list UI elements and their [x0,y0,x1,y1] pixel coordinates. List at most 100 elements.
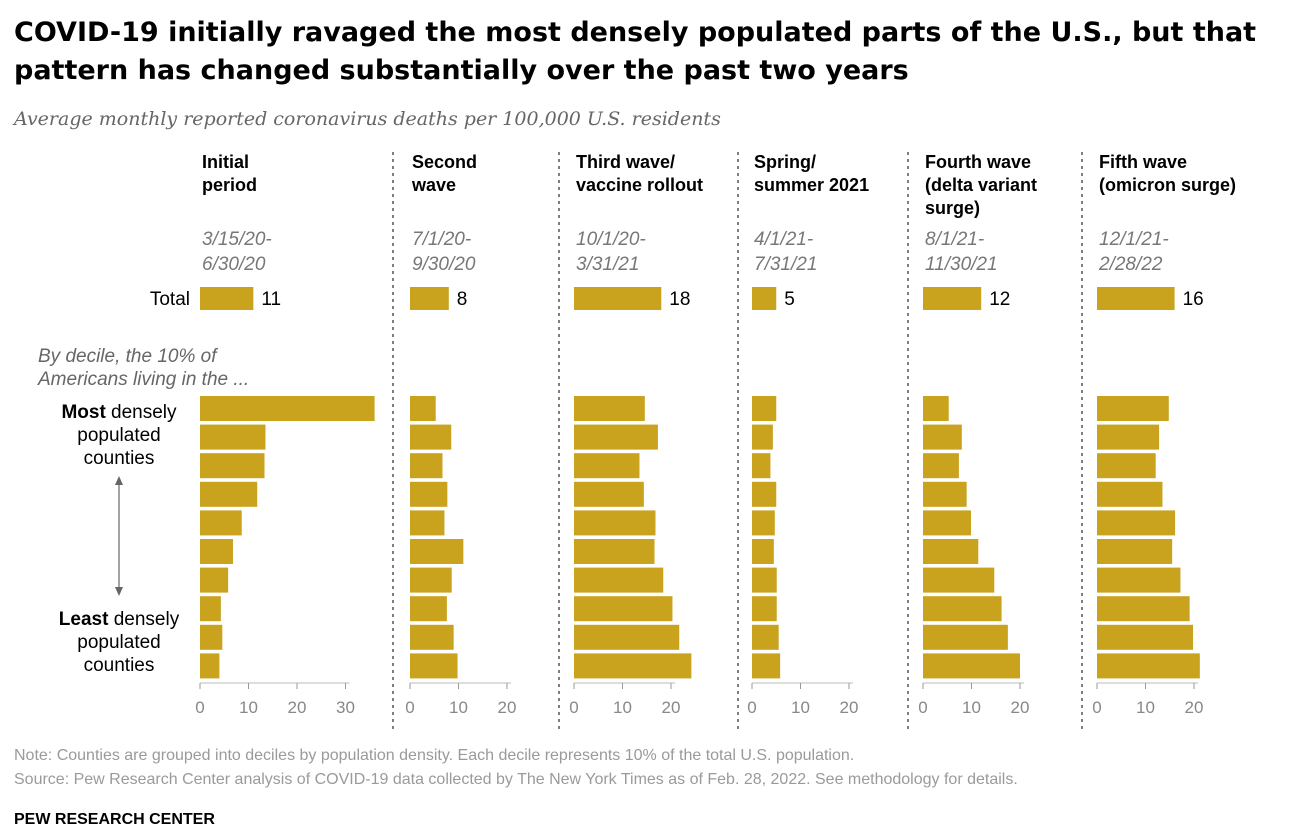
total-value-label: 11 [261,289,281,310]
decile-bar [752,481,777,507]
decile-bar [200,481,258,507]
decile-bar [200,453,265,479]
decile-bar [574,510,656,536]
panel-date-range: 8/1/21- [925,229,984,250]
x-tick-label: 10 [962,698,981,717]
panel-title-line: Fifth wave [1099,152,1187,172]
decile-bar [1097,567,1181,593]
chart-subtitle: Average monthly reported coronavirus dea… [14,108,721,130]
decile-bar [752,453,771,479]
x-tick-label: 0 [1092,698,1101,717]
decile-bar [410,539,464,564]
panel-date-range: 10/1/20- [576,229,646,250]
panel-title-line: (omicron surge) [1099,175,1236,195]
most-dense-label: Most densely [61,402,177,423]
decile-bar [200,653,220,679]
panel-title-line: period [202,175,257,195]
decile-bar [200,567,229,593]
chart-note: Note: Counties are grouped into deciles … [14,747,855,764]
total-value-label: 16 [1183,289,1204,310]
panel-title-line: wave [411,175,456,195]
decile-bar [410,624,454,650]
x-tick-label: 20 [1011,698,1030,717]
decile-bar [752,396,777,421]
decile-bar [923,424,962,450]
decile-bar [200,424,266,450]
x-tick-label: 0 [405,698,414,717]
decile-bar [923,567,995,593]
least-dense-label-line3: counties [84,655,155,676]
x-tick-label: 10 [791,698,810,717]
chart-area: Initial period 3/15/20- 6/30/20 11 0 10 20 30 Sec… [37,152,1236,730]
most-dense-label-line3: counties [84,448,155,469]
total-bar [752,287,777,310]
x-tick-label: 0 [569,698,578,717]
decile-bar [1097,481,1163,507]
x-tick-label: 20 [1185,698,1204,717]
least-dense-label-line2: populated [77,632,160,653]
decile-bar [574,453,640,479]
total-value-label: 18 [669,289,690,310]
x-tick-label: 10 [449,698,468,717]
panel-date-range: 7/1/20- [412,229,471,250]
panel-date-range: 4/1/21- [754,229,813,250]
decile-bar [410,453,443,479]
panel-title-line: surge) [925,198,980,218]
decile-intro-text: Americans living in the ... [37,369,249,390]
panel-date-range: 7/31/21 [754,254,817,275]
decile-bar [923,481,967,507]
total-value-label: 12 [989,289,1010,310]
decile-bar [574,481,644,507]
density-arrow-down-icon [115,587,123,596]
most-dense-label-bold: Most [61,402,106,423]
panel-title-line: Fourth wave [925,152,1031,172]
panel-title-line: Initial [202,152,249,172]
panel-date-range: 6/30/20 [202,254,266,275]
decile-bar [574,624,680,650]
x-tick-label: 30 [336,698,355,717]
decile-bar [752,596,777,622]
x-tick-label: 20 [662,698,681,717]
decile-bar [410,424,452,450]
decile-bar [574,653,692,679]
total-bar [574,287,662,310]
total-value-label: 5 [784,289,795,310]
x-tick-label: 20 [840,698,859,717]
decile-bar [752,653,781,679]
decile-bar [574,596,673,622]
decile-bar [923,653,1020,679]
panel-date-range: 2/28/22 [1098,254,1163,275]
decile-bar [923,539,979,564]
chart-title: COVID-19 initially ravaged the most dens… [14,17,1257,86]
decile-bar [752,539,774,564]
decile-bar [574,539,655,564]
panel-title-line: Third wave/ [576,152,675,172]
panel-title-line: Second [412,152,477,172]
x-tick-label: 0 [195,698,204,717]
decile-bar [410,396,436,421]
decile-bar [923,624,1008,650]
least-dense-label-rest: densely [108,609,179,630]
decile-bar [410,596,447,622]
least-dense-label: Least densely [59,609,180,630]
decile-bar [1097,396,1169,421]
total-bar [410,287,449,310]
least-dense-label-bold: Least [59,609,109,630]
decile-bar [200,624,223,650]
decile-intro-text: By decile, the 10% of [38,346,218,367]
total-bar [923,287,982,310]
panel-date-range: 12/1/21- [1099,229,1169,250]
decile-bar [1097,453,1156,479]
decile-bar [200,539,233,564]
density-arrow-up-icon [115,476,123,485]
decile-bar [410,510,445,536]
x-tick-label: 10 [613,698,632,717]
decile-bar [923,596,1002,622]
decile-bar [923,453,959,479]
decile-bar [1097,424,1160,450]
panel-title-line: vaccine rollout [576,175,703,195]
decile-bar [1097,539,1173,564]
decile-bar [923,396,949,421]
most-dense-label-line2: populated [77,425,160,446]
panel-date-range: 3/31/21 [576,254,639,275]
